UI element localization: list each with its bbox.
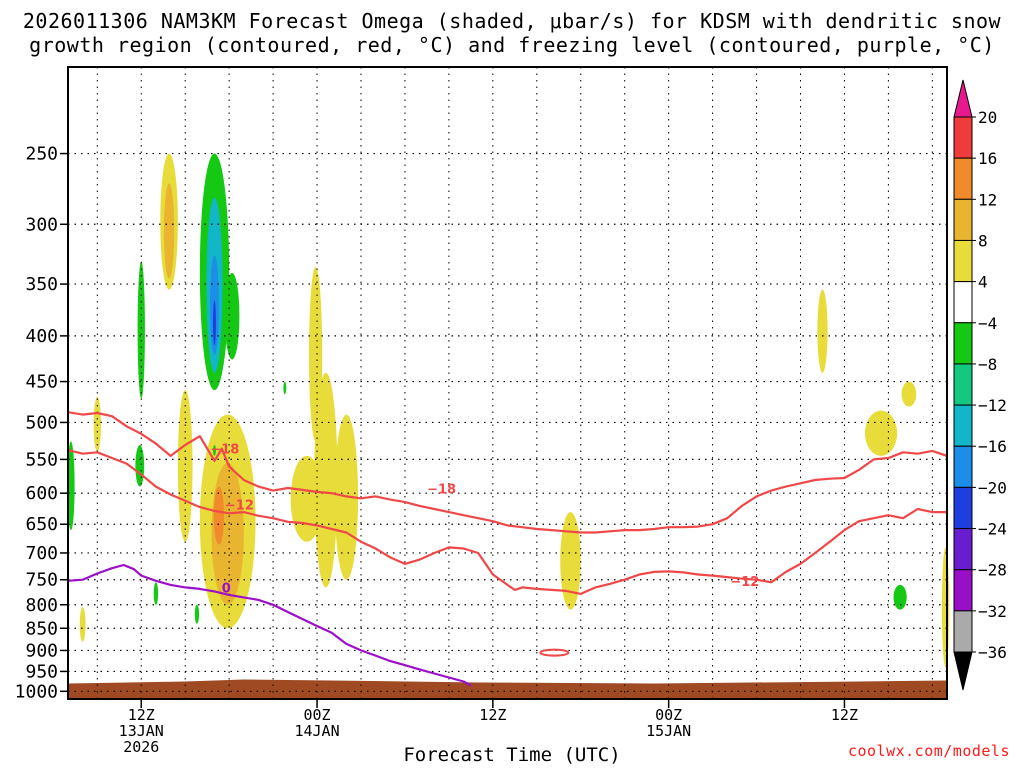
y-tick-label-300: 300 xyxy=(25,214,58,235)
contour-label-0-1: −18 xyxy=(427,483,456,498)
colorbar-label-1: 16 xyxy=(978,149,997,168)
colorbar-label-12: −32 xyxy=(978,602,1007,621)
y-tick-label-850: 850 xyxy=(25,618,58,639)
omega-area-5 xyxy=(213,300,216,346)
omega-area-28 xyxy=(893,584,907,610)
omega-area-25 xyxy=(817,289,828,373)
y-axis: 2503003504004505005506006507007508008509… xyxy=(15,144,68,702)
colorbar-swatch-3 xyxy=(953,239,973,283)
terrain xyxy=(68,679,947,699)
omega-area-24 xyxy=(560,512,581,610)
y-tick-label-700: 700 xyxy=(25,543,58,564)
omega-area-23 xyxy=(213,445,216,456)
colorbar: 20 16 12 8 4 −4 −8 −12 −16 −20 −24 −28 −32 −36 xyxy=(953,79,1007,691)
omega-area-21 xyxy=(194,604,200,624)
colorbar-swatch-8 xyxy=(953,445,973,488)
credit-link[interactable]: coolwx.com/models xyxy=(847,742,1010,760)
x-axis-label: Forecast Time (UTC) xyxy=(403,744,621,766)
y-tick-label-950: 950 xyxy=(25,661,58,682)
contour-line-2 xyxy=(67,563,472,687)
y-tick-label-400: 400 xyxy=(25,326,58,347)
y-tick-label-450: 450 xyxy=(25,372,58,393)
x-tick-label-1-0: 00Z xyxy=(304,706,331,724)
colorbar-label-2: 12 xyxy=(978,190,997,209)
x-tick-label-0-0: 12Z xyxy=(128,706,155,724)
colorbar-swatch-1 xyxy=(953,157,973,200)
contour-label-0-0: −18 xyxy=(210,443,239,458)
omega-area-6 xyxy=(224,272,240,360)
small-contour xyxy=(539,648,570,657)
omega-area-29 xyxy=(941,547,950,668)
x-tick-label-4-0: 12Z xyxy=(831,706,858,724)
chart-title-line1: 2026011306 NAM3KM Forecast Omega (shaded… xyxy=(22,9,1002,33)
y-tick-label-1000: 1000 xyxy=(15,681,58,702)
contour-line-0 xyxy=(67,411,948,534)
y-tick-label-800: 800 xyxy=(25,595,58,616)
omega-area-8 xyxy=(177,390,193,542)
colorbar-top-arrow xyxy=(953,79,973,118)
y-tick-label-650: 650 xyxy=(25,514,58,535)
omega-area-22 xyxy=(283,381,287,395)
omega-area-14 xyxy=(314,372,338,588)
x-tick-label-0-1: 13JAN xyxy=(119,722,164,740)
omega-area-19 xyxy=(67,441,75,531)
contour-label-1-1: −12 xyxy=(730,575,759,590)
grid xyxy=(68,67,947,699)
y-tick-label-900: 900 xyxy=(25,640,58,661)
omega-area-1 xyxy=(163,183,175,279)
colorbar-label-11: −28 xyxy=(978,561,1007,580)
y-tick-label-750: 750 xyxy=(25,570,58,591)
colorbar-swatch-6 xyxy=(953,363,973,406)
colorbar-label-7: −12 xyxy=(978,396,1007,415)
colorbar-bottom-arrow xyxy=(953,651,973,691)
x-tick-label-3-1: 15JAN xyxy=(646,722,691,740)
y-tick-label-350: 350 xyxy=(25,274,58,295)
y-tick-label-500: 500 xyxy=(25,412,58,433)
colorbar-swatch-5 xyxy=(953,322,973,365)
colorbar-label-10: −24 xyxy=(978,520,1007,539)
contours: −18 −18 −12 −12 0 xyxy=(67,411,948,687)
omega-area-26 xyxy=(864,410,898,456)
colorbar-swatch-7 xyxy=(953,404,973,447)
plot-frame xyxy=(67,66,948,700)
contour-label-1-0: −12 xyxy=(225,499,254,514)
x-tick-label-1-1: 14JAN xyxy=(294,722,339,740)
colorbar-label-4: 4 xyxy=(978,273,988,292)
colorbar-label-3: 8 xyxy=(978,231,988,250)
colorbar-swatch-9 xyxy=(953,486,973,530)
x-tick-label-0-2: 2026 xyxy=(123,738,159,756)
omega-shading xyxy=(67,153,950,668)
omega-area-27 xyxy=(901,381,917,407)
omega-area-20 xyxy=(153,582,159,605)
contour-label-2-0: 0 xyxy=(222,581,231,596)
y-tick-label-600: 600 xyxy=(25,483,58,504)
omega-area-18 xyxy=(135,445,145,487)
colorbar-swatch-12 xyxy=(953,610,973,653)
colorbar-label-0: 20 xyxy=(978,108,997,127)
colorbar-swatch-0 xyxy=(953,116,973,159)
x-tick-label-3-0: 00Z xyxy=(655,706,682,724)
omega-area-7 xyxy=(137,261,145,399)
contour-line-1 xyxy=(67,449,947,596)
colorbar-label-5: −4 xyxy=(978,314,997,333)
y-tick-label-250: 250 xyxy=(25,144,58,165)
y-tick-label-550: 550 xyxy=(25,449,58,470)
chart-title-line2: growth region (contoured, red, °C) and f… xyxy=(29,33,995,57)
colorbar-swatch-11 xyxy=(953,569,973,612)
colorbar-label-13: −36 xyxy=(978,643,1007,662)
colorbar-label-8: −16 xyxy=(978,437,1007,456)
colorbar-swatch-4 xyxy=(953,281,973,324)
colorbar-label-6: −8 xyxy=(978,355,997,374)
colorbar-label-9: −20 xyxy=(978,478,1007,497)
x-tick-label-2-0: 12Z xyxy=(479,706,506,724)
colorbar-swatch-10 xyxy=(953,528,973,571)
terrain-fill xyxy=(68,679,947,699)
colorbar-swatch-2 xyxy=(953,198,973,241)
omega-area-17 xyxy=(79,607,86,642)
omega-area-11 xyxy=(213,486,225,545)
